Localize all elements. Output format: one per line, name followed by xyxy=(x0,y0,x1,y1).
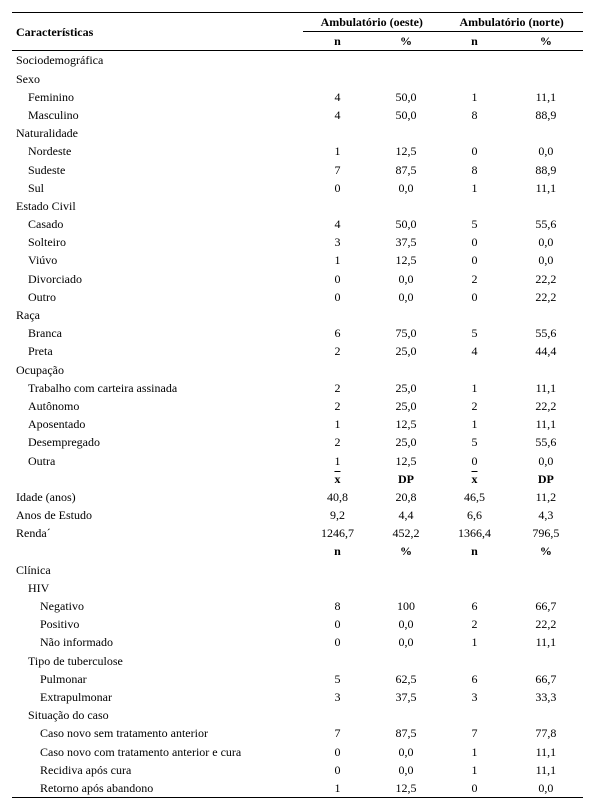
pct-1: % xyxy=(372,542,441,560)
data-table: Características Ambulatório (oeste) Ambu… xyxy=(12,12,583,798)
table-row: Viúvo112,500,0 xyxy=(12,251,583,269)
table-row: Recidiva após cura00,0111,1 xyxy=(12,761,583,779)
table-row: Casado450,0555,6 xyxy=(12,215,583,233)
pct-2: % xyxy=(509,542,583,560)
xbar-1: x xyxy=(334,472,340,486)
n-2: n xyxy=(440,542,509,560)
table-row: Sul00,0111,1 xyxy=(12,179,583,197)
table-row: Negativo8100666,7 xyxy=(12,597,583,615)
table-row: Renda´1246,7452,21366,4796,5 xyxy=(12,524,583,542)
dp-2: DP xyxy=(509,470,583,488)
col-group1: Ambulatório (oeste) xyxy=(303,13,440,32)
table-row: Positivo00,0222,2 xyxy=(12,615,583,633)
table-row: Nordeste112,500,0 xyxy=(12,142,583,160)
xbar-2: x xyxy=(472,472,478,486)
table-row: Anos de Estudo9,24,46,64,3 xyxy=(12,506,583,524)
section-naturalidade: Naturalidade xyxy=(12,124,303,142)
table-row: Divorciado00,0222,2 xyxy=(12,270,583,288)
table-row: Retorno após abandono112,500,0 xyxy=(12,779,583,798)
table-row: Preta225,0444,4 xyxy=(12,342,583,360)
table-row: Desempregado225,0555,6 xyxy=(12,433,583,451)
section-tipotb: Tipo de tuberculose xyxy=(12,652,303,670)
table-row: Pulmonar562,5666,7 xyxy=(12,670,583,688)
section-situacao: Situação do caso xyxy=(12,706,303,724)
table-row: Não informado00,0111,1 xyxy=(12,633,583,651)
col-group2: Ambulatório (norte) xyxy=(440,13,583,32)
table-row: Autônomo225,0222,2 xyxy=(12,397,583,415)
section-raca: Raça xyxy=(12,306,303,324)
section-sociodemo: Sociodemográfica xyxy=(12,51,303,70)
npct-header-row: n % n % xyxy=(12,542,583,560)
table-row: Sudeste787,5888,9 xyxy=(12,161,583,179)
dp-1: DP xyxy=(372,470,441,488)
table-row: Masculino450,0888,9 xyxy=(12,106,583,124)
table-row: Trabalho com carteira assinada225,0111,1 xyxy=(12,379,583,397)
table-row: Solteiro337,500,0 xyxy=(12,233,583,251)
table-row: Idade (anos)40,820,846,511,2 xyxy=(12,488,583,506)
table-row: Extrapulmonar337,5333,3 xyxy=(12,688,583,706)
col-pct2: % xyxy=(509,32,583,51)
section-estadocivil: Estado Civil xyxy=(12,197,303,215)
table-row: Caso novo com tratamento anterior e cura… xyxy=(12,743,583,761)
table-row: Aposentado112,5111,1 xyxy=(12,415,583,433)
section-sexo: Sexo xyxy=(12,70,303,88)
section-ocupacao: Ocupação xyxy=(12,361,303,379)
col-characteristics: Características xyxy=(12,13,303,51)
section-hiv: HIV xyxy=(12,579,303,597)
stats-header-row: x DP x DP xyxy=(12,470,583,488)
table-row: Outro00,0022,2 xyxy=(12,288,583,306)
table-row: Outra112,500,0 xyxy=(12,452,583,470)
table-row: Caso novo sem tratamento anterior787,577… xyxy=(12,724,583,742)
col-n1: n xyxy=(303,32,372,51)
table-row: Branca675,0555,6 xyxy=(12,324,583,342)
table-row: Feminino450,0111,1 xyxy=(12,88,583,106)
section-clinica: Clínica xyxy=(12,561,303,579)
col-pct1: % xyxy=(372,32,441,51)
col-n2: n xyxy=(440,32,509,51)
n-1: n xyxy=(303,542,372,560)
